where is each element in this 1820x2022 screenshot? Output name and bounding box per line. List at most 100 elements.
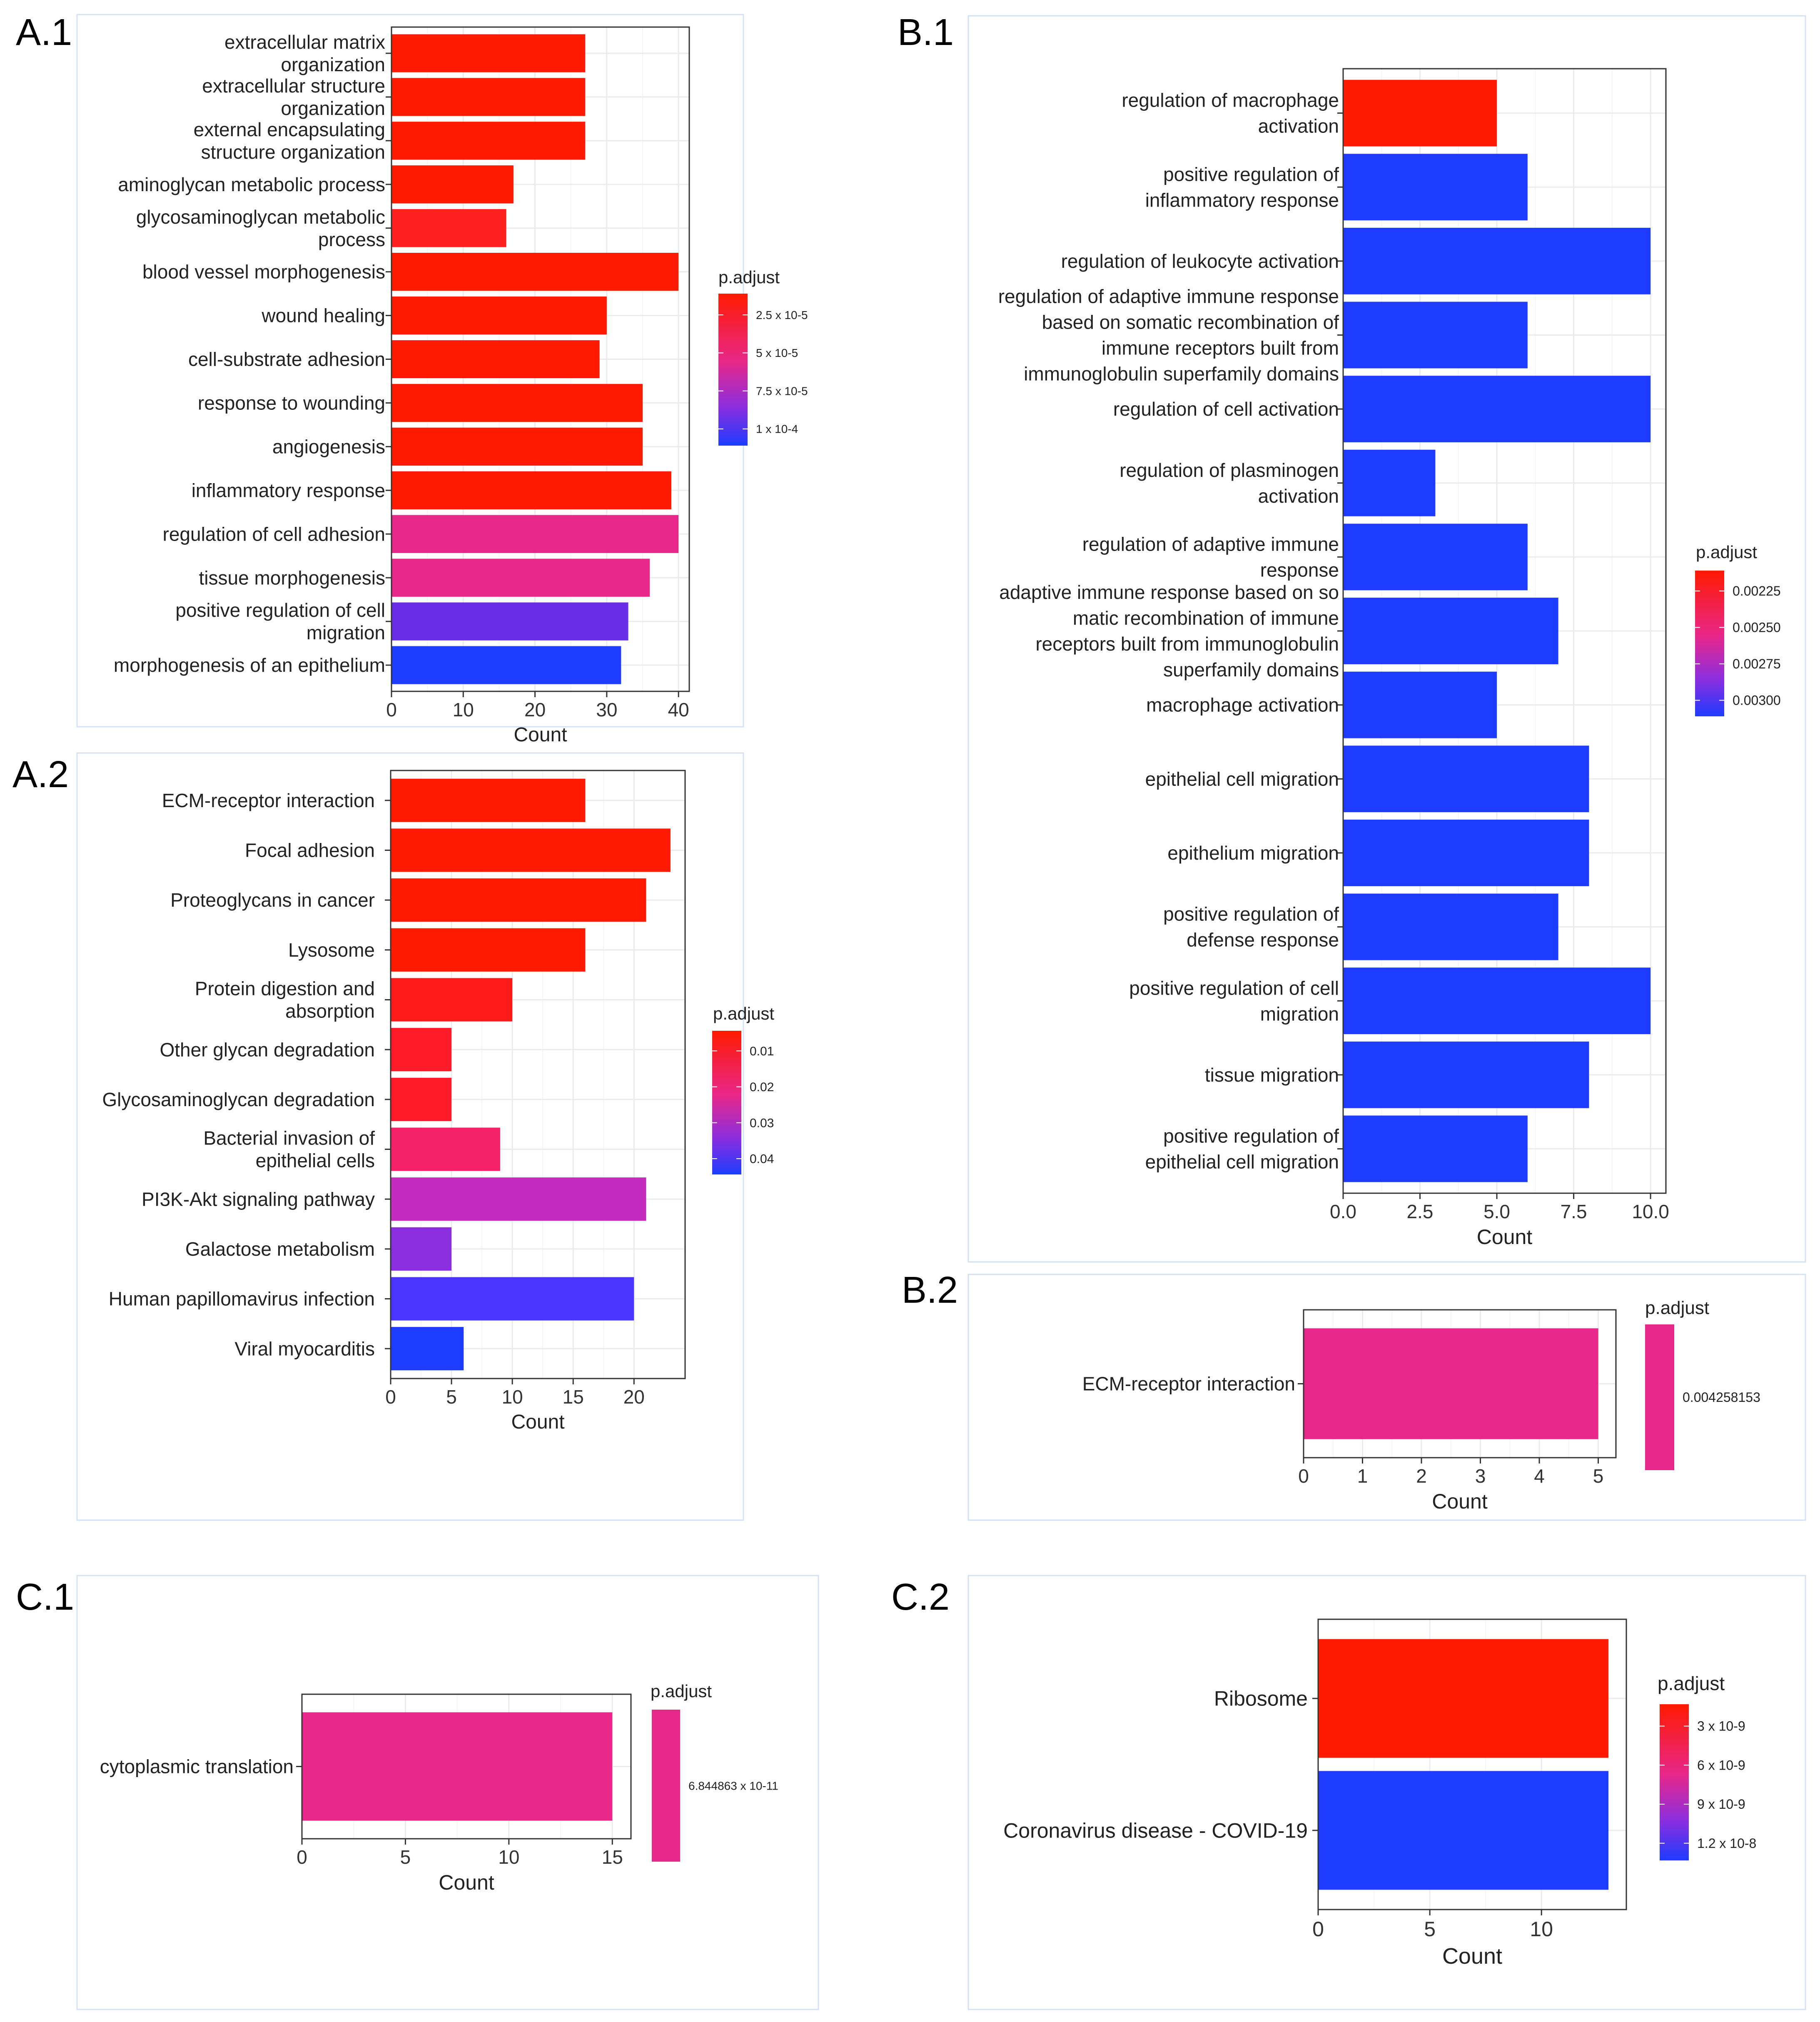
x-tick-label: 10 [1530, 1917, 1553, 1941]
bar [391, 1028, 452, 1072]
category-label-line: regulation of cell activation [1113, 398, 1339, 420]
category-label-line: Focal adhesion [245, 840, 375, 861]
category-label-line: morphogenesis of an epithelium [114, 654, 385, 676]
category-label: adaptive immune response based on so mati… [999, 581, 1339, 681]
category-label: response to wounding [198, 392, 385, 414]
bar [302, 1712, 613, 1821]
category-label-line: wound healing [261, 305, 385, 327]
category-label-line: receptors built from immunoglobulin [1035, 633, 1339, 655]
y-axis: regulation of macrophage activation positi… [998, 90, 1343, 1173]
category-label: regulation of adaptive immune response [1082, 533, 1339, 581]
legend-label: 9 x 10-9 [1697, 1797, 1745, 1812]
category-label-line: organization [281, 97, 385, 119]
bars [302, 1712, 613, 1821]
x-tick-label: 30 [596, 699, 617, 721]
category-label: cell-substrate adhesion [188, 349, 385, 370]
bar [1343, 1115, 1528, 1182]
panel-A1: extracellular matrix organizationextracel… [76, 14, 808, 746]
x-tick-label: 5 [400, 1846, 411, 1868]
x-tick-label: 0.0 [1330, 1201, 1356, 1222]
legend-colorbar [1660, 1704, 1689, 1860]
bars [1304, 1328, 1598, 1439]
category-label-line: positive regulation of [1163, 903, 1339, 925]
category-label: Coronavirus disease - COVID-19 [1003, 1819, 1308, 1842]
category-label-line: epithelium migration [1167, 842, 1339, 864]
bar [391, 1077, 452, 1121]
category-label-line: Other glycan degradation [160, 1039, 375, 1060]
bar [1343, 893, 1558, 960]
x-axis: 0.0 2.5 5.0 7.5 10.0 Count [1330, 1193, 1669, 1249]
legend-label: 2.5 x 10-5 [756, 309, 808, 322]
category-label: Viral myocarditis [234, 1338, 375, 1359]
x-tick-label: 20 [524, 699, 546, 721]
y-axis: cytoplasmic translation [100, 1756, 302, 1778]
bar [1318, 1639, 1609, 1758]
category-label-line: macrophage activation [1146, 694, 1339, 716]
bar [391, 828, 671, 872]
category-label: extracellular matrix organization [224, 31, 385, 75]
panel-B1: regulation of macrophage activation positi… [967, 15, 1806, 1263]
x-axis-title: Count [514, 724, 567, 746]
x-axis: 0 5 10 Count [1312, 1910, 1553, 1969]
bar [391, 209, 506, 247]
category-label-line: Human papillomavirus infection [109, 1288, 375, 1310]
bar [391, 165, 514, 204]
bar [1304, 1328, 1598, 1439]
category-label-line: regulation of macrophage [1122, 90, 1339, 111]
legend-title: p.adjust [713, 1004, 774, 1023]
category-label-line: positive regulation of cell [175, 599, 385, 621]
legend-title: p.adjust [1658, 1673, 1725, 1694]
panel-label-B1: B.1 [898, 12, 954, 53]
category-label-line: Proteoglycans in cancer [170, 889, 375, 911]
bar [1343, 598, 1558, 664]
legend-label: 1 x 10-4 [756, 423, 798, 436]
legend: p.adjust 3 x 10-9 6 x 10-9 9 x 10-9 1.2 x 10… [1658, 1673, 1756, 1860]
panel-label-C1: C.1 [16, 1576, 74, 1618]
category-label: blood vessel morphogenesis [142, 261, 385, 283]
panel-C2: Ribosome Coronavirus disease - COVID-19 0 5… [967, 1575, 1806, 2010]
legend-label: 7.5 x 10-5 [756, 384, 808, 397]
x-axis: 0 5 10 15 Count [297, 1839, 623, 1894]
category-label: ECM-receptor interaction [162, 790, 375, 811]
category-label: Protein digestion and absorption [195, 978, 375, 1022]
legend-colorbar [1695, 571, 1724, 716]
bar [391, 1327, 464, 1371]
legend-label: 3 x 10-9 [1697, 1719, 1745, 1734]
panel-label-A2: A.2 [12, 754, 69, 795]
category-label: Human papillomavirus infection [109, 1288, 375, 1310]
legend-colorbar [1645, 1324, 1674, 1470]
legend: p.adjust 2.5 x 10-5 5 x 10-5 7.5 x 10-5 1 x … [718, 267, 808, 446]
category-label: glycosaminoglycan metabolic process [136, 206, 385, 250]
category-label: epithelium migration [1167, 842, 1339, 864]
x-tick-label: 0 [386, 699, 397, 721]
bars [391, 34, 679, 684]
category-label: regulation of adaptive immune response ba… [998, 286, 1339, 385]
plot-border [1317, 1618, 1627, 1910]
category-label: PI3K-Akt signaling pathway [142, 1188, 375, 1210]
category-label-line: process [318, 229, 385, 250]
category-label: positive regulation of inflammatory respo… [1145, 163, 1339, 211]
category-label-line: inflammatory response [1145, 189, 1339, 211]
x-tick-label: 2 [1416, 1465, 1427, 1487]
panel-C1: cytoplasmic translation 0 5 10 15 Count p.adju… [76, 1575, 819, 2010]
category-label: ECM-receptor interaction [1082, 1373, 1295, 1395]
category-label: Ribosome [1214, 1687, 1308, 1710]
legend-title: p.adjust [718, 267, 780, 287]
x-tick-label: 15 [602, 1846, 623, 1868]
y-axis: ECM-receptor interaction Focal adhesion Pr… [102, 790, 391, 1359]
panel-label-B2: B.2 [902, 1269, 958, 1311]
x-axis-title: Count [511, 1411, 564, 1433]
category-label-line: Coronavirus disease - COVID-19 [1003, 1819, 1308, 1842]
bar [1343, 449, 1436, 516]
x-tick-label: 3 [1475, 1465, 1486, 1487]
bar [391, 1127, 500, 1171]
x-tick-label: 5 [446, 1386, 457, 1408]
category-label: macrophage activation [1146, 694, 1339, 716]
category-label-line: ECM-receptor interaction [1082, 1373, 1295, 1395]
x-axis: 0 1 2 3 4 5 Count [1298, 1458, 1603, 1513]
category-label-line: Protein digestion and [195, 978, 375, 1000]
bar [391, 558, 650, 597]
category-label: tissue migration [1205, 1064, 1339, 1086]
x-tick-label: 1 [1357, 1465, 1368, 1487]
x-tick-label: 5.0 [1483, 1201, 1510, 1222]
